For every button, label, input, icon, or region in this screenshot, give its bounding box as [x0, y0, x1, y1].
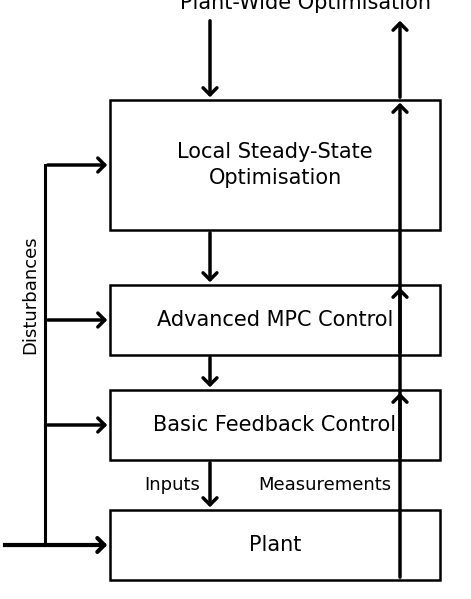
Text: Plant: Plant [249, 535, 301, 555]
Text: Measurements: Measurements [259, 476, 391, 494]
Bar [110, 285, 440, 355]
Text: Basic Feedback Control: Basic Feedback Control [154, 415, 397, 435]
Bar [110, 510, 440, 580]
Bar [110, 100, 440, 230]
Text: Inputs: Inputs [144, 476, 200, 494]
Text: Plant-Wide Optimisation: Plant-Wide Optimisation [179, 0, 430, 13]
Text: Advanced MPC Control: Advanced MPC Control [157, 310, 393, 330]
Bar [110, 390, 440, 460]
Text: Disturbances: Disturbances [21, 235, 39, 355]
Text: Local Steady-State
Optimisation: Local Steady-State Optimisation [177, 142, 373, 188]
